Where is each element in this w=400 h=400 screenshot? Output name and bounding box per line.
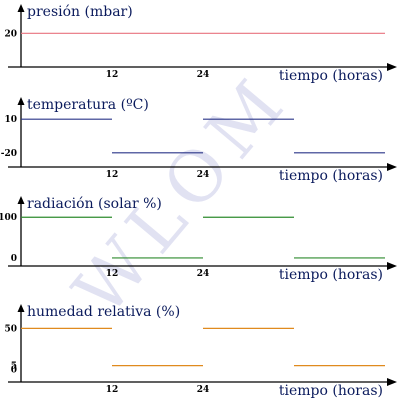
x-tick-label: 12 (106, 70, 119, 80)
panel-title: presión (mbar) (27, 4, 133, 20)
panels-group: presión (mbar) 12 24 tiempo (horas) 20 temper… (0, 4, 397, 399)
y-tick-label: 20 (4, 29, 17, 39)
x-axis-arrow-icon (387, 163, 397, 171)
y-axis-arrow-icon (17, 97, 25, 105)
y-axis-arrow-icon (17, 196, 25, 204)
x-axis-label: tiempo (horas) (279, 267, 383, 283)
x-tick-label: 12 (106, 170, 119, 180)
panel-title: humedad relativa (%) (27, 304, 180, 320)
panel-presion: presión (mbar) 12 24 tiempo (horas) 20 (4, 4, 397, 84)
x-axis-arrow-icon (387, 63, 397, 71)
panel-title: radiación (solar %) (27, 196, 162, 212)
x-axis-label: tiempo (horas) (279, 68, 383, 84)
x-axis-arrow-icon (387, 378, 397, 386)
x-tick-label: 24 (197, 70, 210, 80)
x-axis-label: tiempo (horas) (279, 383, 383, 399)
y-tick-label: 5 (11, 362, 17, 372)
y-tick-label: 50 (4, 324, 17, 334)
y-tick-label: 0 (11, 254, 17, 264)
x-tick-label: 24 (197, 385, 210, 395)
x-axis-arrow-icon (387, 262, 397, 270)
y-tick-label: 10 (4, 115, 17, 125)
x-tick-label: 24 (197, 170, 210, 180)
y-axis-arrow-icon (17, 304, 25, 312)
y-tick-label: 0 (11, 366, 17, 376)
panel-temperatura: temperatura (ºC) 12 24 tiempo (horas) 10 -20 (1, 97, 397, 184)
x-tick-label: 12 (106, 269, 119, 279)
y-tick-label: -20 (1, 149, 17, 159)
y-tick-label: 100 (0, 213, 17, 223)
y-axis-arrow-icon (17, 4, 25, 12)
x-axis-label: tiempo (horas) (279, 168, 383, 184)
panel-radiacion: radiación (solar %) 12 24 tiempo (horas) 100… (0, 196, 397, 283)
panel-humedad: humedad relativa (%) 12 24 tiempo (horas) 50… (4, 304, 397, 399)
x-tick-label: 12 (106, 385, 119, 395)
x-tick-label: 24 (197, 269, 210, 279)
panel-title: temperatura (ºC) (27, 97, 149, 113)
